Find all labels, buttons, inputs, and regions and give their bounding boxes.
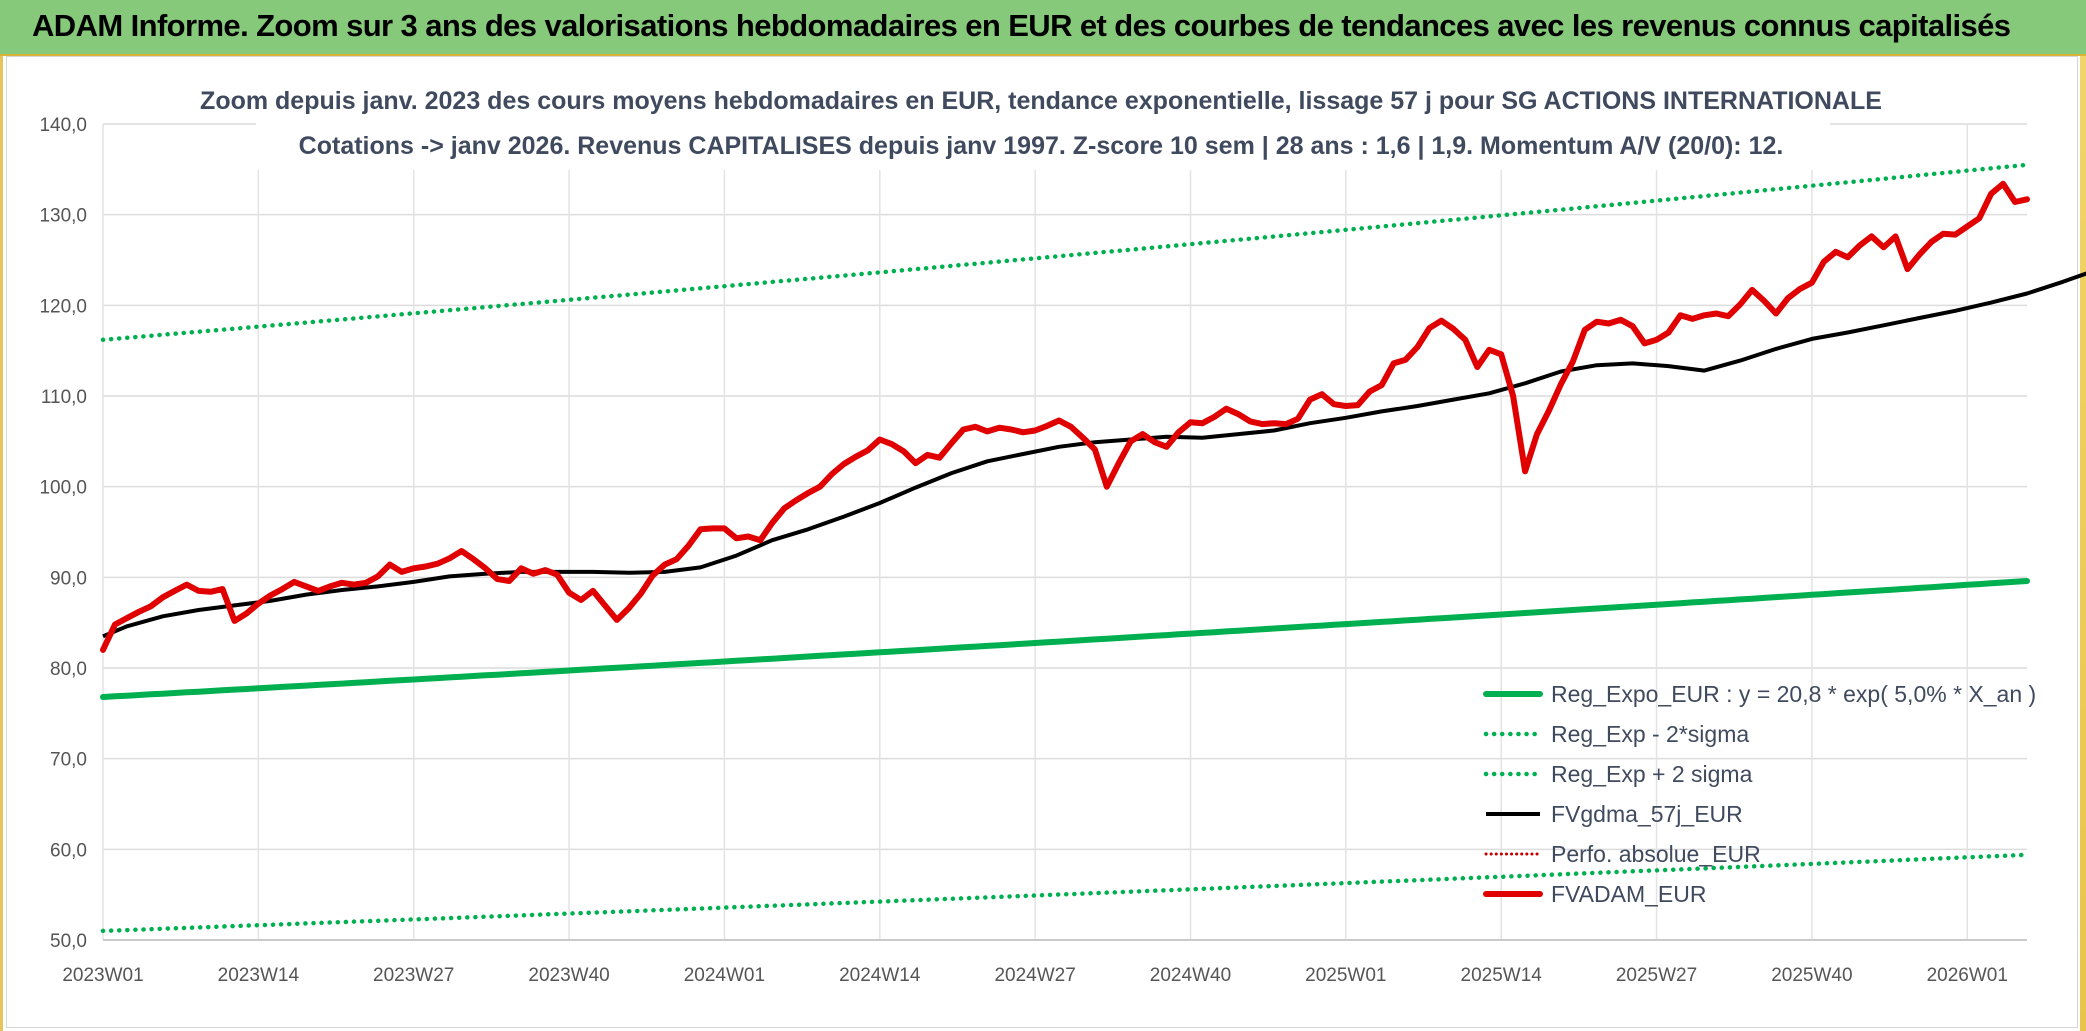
- legend-item-label: Reg_Exp + 2 sigma: [1551, 761, 1753, 787]
- page-title: ADAM Informe. Zoom sur 3 ans des valoris…: [32, 8, 2011, 43]
- x-tick-label: 2024W01: [684, 965, 765, 986]
- x-axis-ticks: 2023W01 2023W14 2023W27 2023W40 2024W01 2024W…: [62, 965, 2008, 986]
- legend-item-label: FVADAM_EUR: [1551, 881, 1707, 907]
- chart-subtitle: Cotations -> janv 2026. Revenus CAPITALI…: [299, 132, 1784, 160]
- series-line: [100, 180, 2030, 653]
- chart-frame: [6, 56, 2078, 1028]
- x-tick-label: 2025W01: [1305, 965, 1386, 986]
- y-tick-label: 100,0: [39, 478, 87, 499]
- y-tick-label: 50,0: [50, 931, 87, 952]
- series-layer: [100, 162, 2086, 934]
- y-tick-label: 90,0: [50, 568, 87, 589]
- legend-item-label: FVgdma_57j_EUR: [1551, 801, 1743, 827]
- y-tick-label: 140,0: [39, 115, 87, 136]
- x-tick-label: 2024W14: [839, 965, 921, 986]
- y-tick-label: 80,0: [50, 659, 87, 680]
- x-tick-label: 2024W27: [994, 965, 1075, 986]
- x-tick-label: 2024W40: [1150, 965, 1231, 986]
- x-tick-label: 2023W14: [218, 965, 300, 986]
- y-tick-label: 130,0: [39, 206, 87, 227]
- series-line: [100, 852, 2030, 934]
- series-line: [102, 271, 2086, 639]
- right-frame-edge: [2080, 56, 2086, 1031]
- title-backdrop: [256, 76, 1830, 170]
- chart-title: Zoom depuis janv. 2023 des cours moyens …: [200, 87, 1882, 115]
- y-tick-label: 120,0: [39, 296, 87, 317]
- x-tick-label: 2023W40: [528, 965, 609, 986]
- y-tick-label: 110,0: [41, 387, 87, 408]
- left-frame-edge: [0, 56, 3, 1031]
- x-tick-label: 2023W27: [373, 965, 454, 986]
- grid: [102, 123, 2027, 941]
- x-tick-label: 2026W01: [1927, 965, 2008, 986]
- x-tick-label: 2025W40: [1771, 965, 1852, 986]
- y-axis-ticks: 50,0 60,0 70,0 80,0 90,0 100,0 110,0 120,0 130,0…: [39, 115, 87, 952]
- series-line: [100, 162, 2030, 343]
- legend-item-label: Reg_Exp - 2*sigma: [1551, 721, 1749, 747]
- legend-item-label: Reg_Expo_EUR : y = 20,8 * exp( 5,0% * X_…: [1551, 681, 2036, 707]
- x-tick-label: 2023W01: [62, 965, 143, 986]
- x-tick-label: 2025W14: [1461, 965, 1543, 986]
- series-line: [100, 578, 2030, 700]
- legend: Reg_Expo_EUR : y = 20,8 * exp( 5,0% * X_…: [1483, 681, 2036, 907]
- x-tick-label: 2025W27: [1616, 965, 1697, 986]
- header-banner: ADAM Informe. Zoom sur 3 ans des valoris…: [0, 0, 2086, 56]
- y-tick-label: 60,0: [50, 840, 87, 861]
- legend-item-label: Perfo. absolue_EUR: [1551, 841, 1761, 867]
- y-tick-label: 70,0: [50, 750, 87, 771]
